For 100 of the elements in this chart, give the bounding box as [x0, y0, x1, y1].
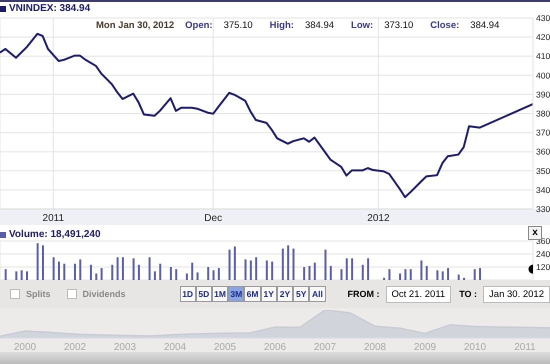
- bar: [308, 266, 310, 280]
- text: 1Y: [260, 286, 277, 302]
- bar: [362, 264, 364, 280]
- annotation: 373.10: [384, 20, 414, 31]
- bar: [340, 269, 342, 280]
- bar: [447, 268, 450, 280]
- text: TO :: [459, 289, 478, 299]
- x-tick-label: 2011: [42, 213, 64, 224]
- x-tick-label: Dec: [204, 213, 222, 224]
- legend-label: VNINDEX: 384.94: [9, 3, 90, 14]
- x-tick-label: 2003: [114, 342, 137, 354]
- y-tick-label: 430: [536, 13, 550, 24]
- annotation: Open:: [185, 20, 213, 31]
- bar: [420, 260, 422, 280]
- bar: [138, 264, 140, 280]
- bar: [404, 269, 406, 280]
- bar: [191, 262, 194, 280]
- annotation: Mon Jan 30, 2012: [96, 20, 174, 31]
- y-tick-label: 410: [536, 51, 550, 62]
- x-tick-label: 2004: [164, 342, 187, 354]
- bar: [212, 270, 215, 280]
- bar: [116, 257, 119, 280]
- bar: [436, 270, 438, 280]
- y-tick-label: 380: [536, 108, 550, 119]
- bar: [154, 271, 156, 280]
- bar: [218, 268, 220, 280]
- bar: [186, 274, 188, 280]
- bar: [122, 257, 124, 280]
- bar: [410, 269, 412, 280]
- bar: [228, 250, 231, 280]
- text: x: [528, 226, 542, 240]
- bar: [159, 264, 162, 280]
- bar: [196, 272, 199, 280]
- bar: [170, 267, 172, 280]
- legend-label: Volume: 18,491,240: [9, 229, 101, 240]
- x-tick-label: 2009: [414, 342, 437, 354]
- bar: [351, 258, 354, 280]
- bar: [271, 262, 274, 280]
- bar: [132, 258, 135, 280]
- bar: [314, 262, 316, 280]
- x-tick-label: 2010: [464, 342, 487, 354]
- annotation: Low:: [351, 20, 374, 31]
- annotation: 384.94: [470, 20, 500, 31]
- y-tick-label: 400: [536, 70, 550, 80]
- y-tick-label: 120: [536, 262, 550, 272]
- bar: [111, 264, 114, 280]
- bar: [175, 269, 178, 280]
- x-tick-label: 2008: [364, 342, 387, 354]
- bar: [90, 264, 92, 280]
- bar: [442, 271, 444, 280]
- bar: [388, 269, 390, 280]
- text: 3M: [228, 286, 244, 302]
- x-tick-label: 2002: [64, 342, 87, 354]
- bar: [95, 274, 98, 280]
- y-tick-label: 390: [536, 89, 550, 100]
- y-tick-label: 340: [536, 184, 550, 195]
- y-tick-label: 330: [536, 204, 550, 214]
- text: All: [309, 286, 326, 302]
- bar: [79, 259, 82, 280]
- bar: [287, 245, 290, 280]
- bar: [74, 264, 76, 280]
- text: 1D: [180, 286, 196, 302]
- bar: [244, 259, 247, 280]
- text: Oct 21. 2011: [386, 286, 452, 302]
- bar: [303, 267, 306, 280]
- bar: [250, 260, 252, 280]
- bar: [474, 269, 476, 280]
- text: 5D: [196, 286, 212, 302]
- text: 1M: [212, 286, 228, 302]
- text: 6M: [244, 286, 261, 302]
- bar: [479, 268, 482, 280]
- text: Splits: [26, 289, 51, 299]
- bar: [266, 260, 268, 280]
- bar: [367, 258, 370, 280]
- bar: [207, 267, 210, 280]
- y-tick-label: 420: [536, 32, 550, 42]
- bar: [399, 274, 402, 280]
- bar: [15, 271, 18, 280]
- annotation: High:: [270, 20, 294, 31]
- bar: [100, 268, 103, 280]
- annotation: 384.94: [304, 20, 334, 31]
- y-tick-label: 360: [536, 146, 550, 157]
- text: Dividends: [82, 289, 126, 299]
- text: Jan 30. 2012: [483, 286, 550, 302]
- annotation: 375.10: [224, 20, 253, 31]
- x-tick-label: 2000: [14, 342, 37, 354]
- text: 2Y: [276, 286, 294, 302]
- text: 5Y: [293, 286, 310, 302]
- bar: [148, 257, 151, 280]
- bar: [20, 270, 23, 280]
- x-tick-label: 2007: [314, 342, 337, 354]
- text: FROM :: [348, 289, 380, 299]
- x-tick-label: 2011: [514, 342, 536, 354]
- bar: [42, 245, 44, 280]
- bar: [4, 269, 7, 280]
- bar: [63, 264, 66, 280]
- y-tick-label: 370: [536, 128, 550, 138]
- x-tick-label: 2006: [264, 342, 287, 354]
- bar: [255, 257, 258, 280]
- annotation: Close:: [430, 20, 460, 31]
